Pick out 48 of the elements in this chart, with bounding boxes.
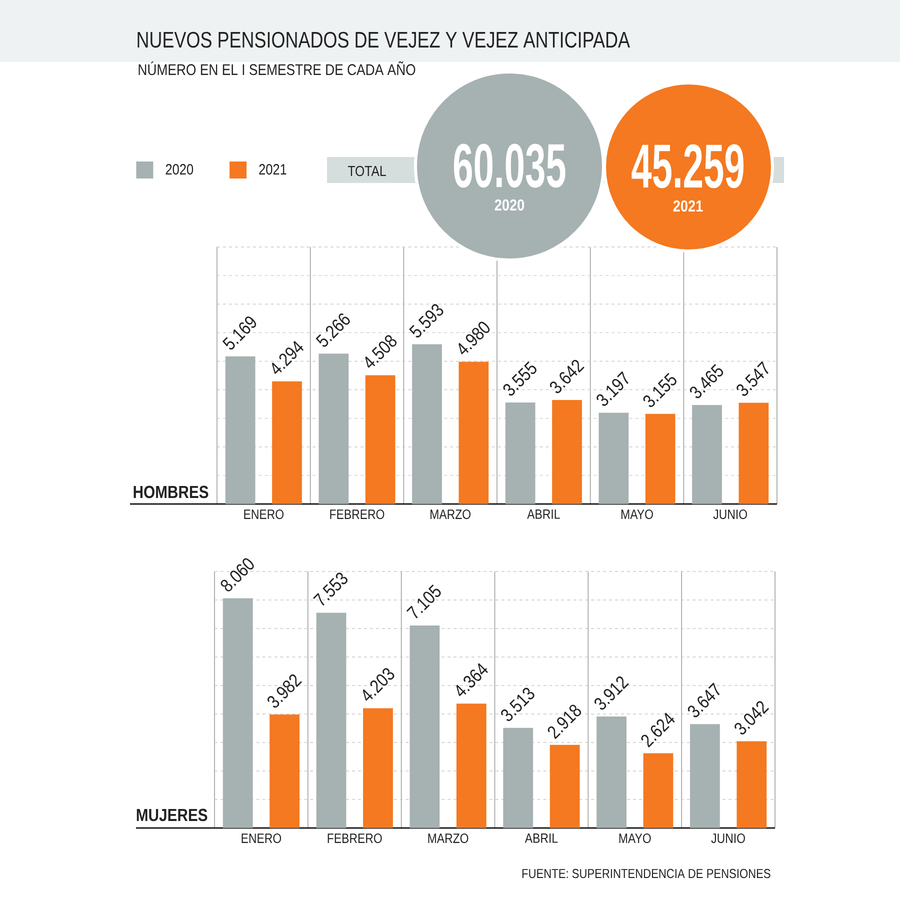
x-tick-label: MARZO <box>428 834 468 844</box>
bar <box>458 362 489 504</box>
bar <box>270 714 300 828</box>
bar <box>552 400 582 504</box>
bar <box>225 356 256 504</box>
bar <box>365 375 396 504</box>
bar <box>645 414 676 504</box>
bar <box>598 412 629 504</box>
bar <box>456 704 486 828</box>
text: 45.259 <box>632 144 744 188</box>
y-axis-title: HOMBRES <box>134 486 208 498</box>
bar <box>318 354 349 504</box>
chart-subtitle: NÚMERO EN EL I SEMESTRE DE CADA AÑO <box>138 61 416 76</box>
text: 60.035 <box>454 144 566 188</box>
x-tick-label: JUNIO <box>711 834 745 844</box>
text: TOTAL <box>348 166 386 176</box>
bar <box>643 753 674 828</box>
x-tick-label: JUNIO <box>713 510 747 520</box>
x-tick-label: ABRIL <box>527 510 560 519</box>
y-axis-title: MUJERES <box>136 808 208 822</box>
x-tick-label: MARZO <box>430 510 471 520</box>
x-tick-label: ABRIL <box>524 834 558 843</box>
x-tick-label: FEBRERO <box>328 834 382 844</box>
bar <box>412 344 442 504</box>
bar <box>738 402 769 504</box>
bar <box>410 626 440 828</box>
bar <box>505 402 536 504</box>
legend-label: 2021 <box>259 164 286 175</box>
source-note: FUENTE: SUPERINTENDENCIA DE PENSIONES <box>522 868 770 878</box>
text: 2020 <box>494 199 524 211</box>
bar <box>272 381 302 504</box>
bar <box>690 724 720 828</box>
bar <box>503 728 534 828</box>
x-tick-label: ENERO <box>244 510 284 520</box>
bar <box>736 741 767 828</box>
x-tick-label: MAYO <box>619 834 651 844</box>
chart-title: NUEVOS PENSIONADOS DE VEJEZ Y VEJEZ ANTICIPADA <box>138 32 630 48</box>
bar <box>363 708 393 828</box>
bar <box>596 716 626 828</box>
x-tick-label: ENERO <box>242 834 282 844</box>
x-tick-label: MAYO <box>621 510 653 520</box>
bar <box>692 405 722 504</box>
legend-label: 2020 <box>166 164 194 175</box>
bar <box>316 612 346 828</box>
text: 2021 <box>673 200 703 212</box>
bar <box>222 598 253 828</box>
x-tick-label: FEBRERO <box>330 510 384 520</box>
bar <box>550 744 580 828</box>
